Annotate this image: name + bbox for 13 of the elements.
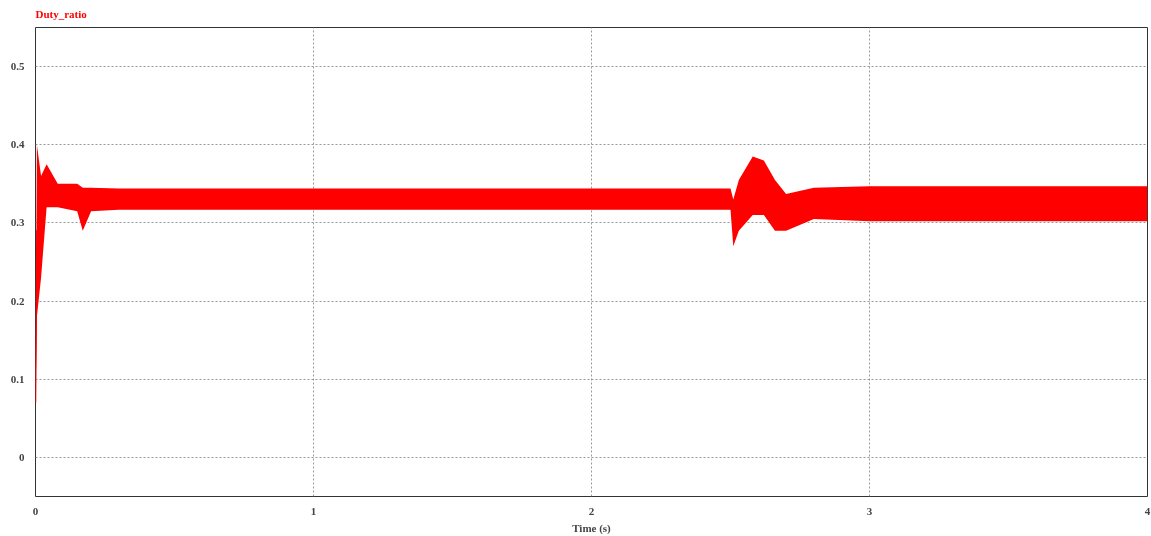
y-tick-label: 0.2 [10,294,25,307]
x-tick-label: 3 [866,504,873,517]
x-tick-label: 4 [1144,504,1151,517]
y-tick-label: 0 [19,450,25,463]
y-tick-label: 0.3 [10,216,25,229]
x-axis-title: Time (s) [572,521,612,535]
y-tick-label: 0.4 [10,138,25,151]
x-tick-label: 2 [588,504,595,517]
x-tick-label: 1 [310,504,317,517]
y-tick-label: 0.1 [10,372,25,385]
y-tick-label: 0.5 [10,60,25,73]
text: Duty_ratio [35,7,88,20]
x-tick-label: 0 [32,504,39,517]
